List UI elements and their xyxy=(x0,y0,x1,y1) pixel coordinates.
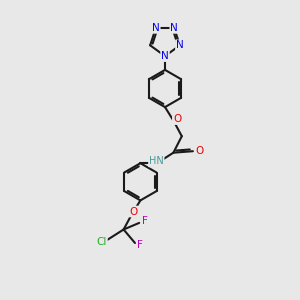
Text: N: N xyxy=(176,40,184,50)
Text: O: O xyxy=(129,206,138,217)
Text: HN: HN xyxy=(149,156,164,167)
Text: F: F xyxy=(137,239,143,250)
Text: Cl: Cl xyxy=(97,236,107,247)
Text: O: O xyxy=(195,146,204,156)
Text: N: N xyxy=(161,51,169,61)
Text: F: F xyxy=(142,216,148,226)
Text: N: N xyxy=(152,23,160,33)
Text: O: O xyxy=(173,114,181,124)
Text: N: N xyxy=(170,23,178,33)
